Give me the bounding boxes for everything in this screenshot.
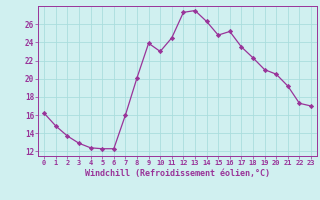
X-axis label: Windchill (Refroidissement éolien,°C): Windchill (Refroidissement éolien,°C)	[85, 169, 270, 178]
